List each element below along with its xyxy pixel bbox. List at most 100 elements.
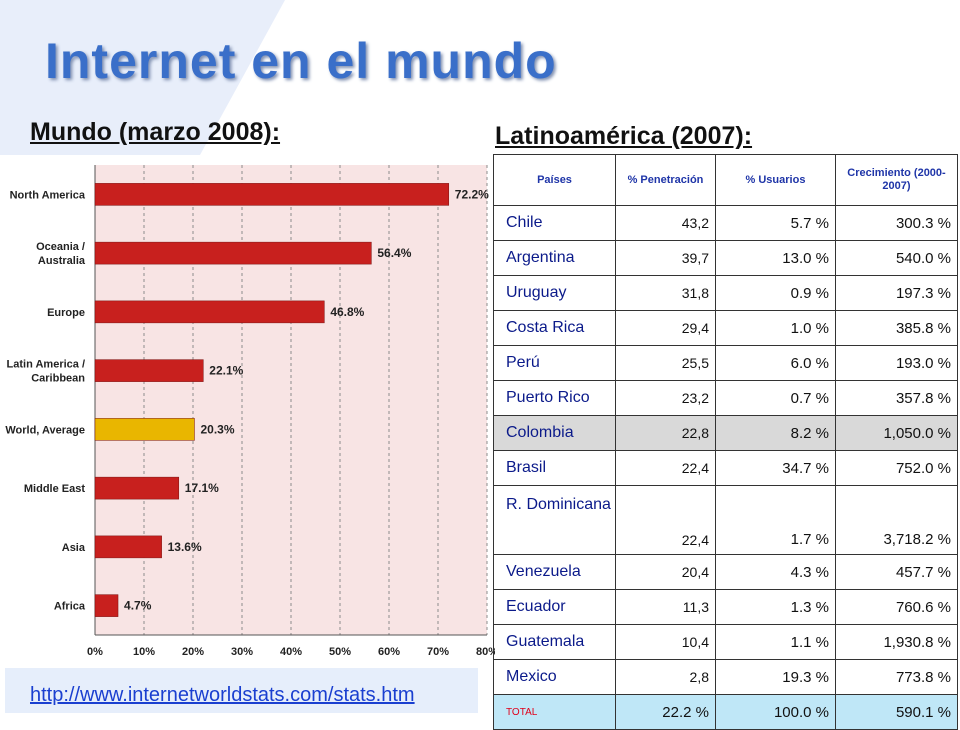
latam-subtitle: Latinoamérica (2007): [495,122,753,150]
growth-cell: 300.3 % [835,205,958,241]
country-cell: Puerto Rico [493,380,616,416]
bar-value-label: 46.8% [330,305,364,319]
country-cell: Perú [493,345,616,381]
y-tick-label: Australia [38,255,86,267]
growth-cell: 1,930.8 % [835,624,958,660]
world-penetration-bar-chart: 0% 10% 20% 30% 40% 50% 60% 70% 80% 72.2% North Ame… [5,165,495,658]
table-row-highlighted: Colombia 22,8 8.2 % 1,050.0 % [493,415,958,451]
table-row-total: TOTAL 22.2 % 100.0 % 590.1 % [493,694,958,730]
latam-table-header: Países % Penetración % Usuarios Crecimie… [493,154,958,206]
table-row: Chile 43,2 5.7 % 300.3 % [493,205,958,241]
growth-cell: 752.0 % [835,450,958,486]
users-cell: 1.7 % [715,485,836,555]
x-tick-label: 10% [133,646,155,658]
country-cell: Mexico [493,659,616,695]
y-tick-label: Asia [62,542,86,554]
table-row: Mexico 2,8 19.3 % 773.8 % [493,659,958,695]
bar-value-label: 20.3% [200,422,234,436]
table-row: Venezuela 20,4 4.3 % 457.7 % [493,554,958,590]
penetration-cell: 22,4 [615,450,716,486]
country-cell: Guatemala [493,624,616,660]
users-cell: 34.7 % [715,450,836,486]
y-tick-label: North America [10,189,86,201]
country-cell: Brasil [493,450,616,486]
total-penetration-cell: 22.2 % [615,694,716,730]
country-cell: Colombia [493,415,616,451]
bar [94,300,325,324]
table-row: Uruguay 31,8 0.9 % 197.3 % [493,275,958,311]
growth-cell: 1,050.0 % [835,415,958,451]
x-tick-label: 40% [280,646,302,658]
users-cell: 0.7 % [715,380,836,416]
x-tick-label: 50% [329,646,351,658]
growth-cell: 540.0 % [835,240,958,276]
total-label-cell: TOTAL [493,694,616,730]
users-cell: 13.0 % [715,240,836,276]
x-tick-label: 30% [231,646,253,658]
penetration-cell: 43,2 [615,205,716,241]
page-title: Internet en el mundo [45,33,557,89]
table-row: Guatemala 10,4 1.1 % 1,930.8 % [493,624,958,660]
penetration-cell: 2,8 [615,659,716,695]
header-penetracion: % Penetración [615,154,716,206]
y-tick-label: Caribbean [31,373,85,385]
users-cell: 1.0 % [715,310,836,346]
source-link[interactable]: http://www.internetworldstats.com/stats.… [30,684,415,706]
x-tick-label: 80% [476,646,495,658]
growth-cell: 760.6 % [835,589,958,625]
country-cell: Venezuela [493,554,616,590]
bar-value-label: 17.1% [185,481,219,495]
users-cell: 6.0 % [715,345,836,381]
x-tick-label: 70% [427,646,449,658]
y-tick-label: Europe [47,307,85,319]
penetration-cell: 11,3 [615,589,716,625]
users-cell: 0.9 % [715,275,836,311]
y-tick-label: Oceania / [36,241,85,253]
growth-cell: 773.8 % [835,659,958,695]
x-tick-label: 0% [87,646,103,658]
bar-value-label: 72.2% [455,187,489,201]
y-tick-label: World, Average [5,424,85,436]
penetration-cell: 23,2 [615,380,716,416]
penetration-cell: 22,4 [615,485,716,555]
bar [94,241,372,265]
users-cell: 4.3 % [715,554,836,590]
source-link-box [5,668,478,713]
bar-value-label: 56.4% [377,246,411,260]
country-cell: Ecuador [493,589,616,625]
bar-value-label: 22.1% [209,364,243,378]
country-cell: Argentina [493,240,616,276]
table-row: Costa Rica 29,4 1.0 % 385.8 % [493,310,958,346]
header-usuarios: % Usuarios [715,154,836,206]
bar [94,535,162,559]
table-row: R. Dominicana 22,4 1.7 % 3,718.2 % [493,485,958,555]
bar [94,359,204,382]
users-cell: 1.1 % [715,624,836,660]
bar [94,418,195,441]
penetration-cell: 22,8 [615,415,716,451]
x-tick-label: 20% [182,646,204,658]
users-cell: 8.2 % [715,415,836,451]
bar [94,594,119,617]
total-users-cell: 100.0 % [715,694,836,730]
users-cell: 5.7 % [715,205,836,241]
y-tick-label: Middle East [24,483,85,495]
country-cell: R. Dominicana [493,485,616,555]
users-cell: 1.3 % [715,589,836,625]
penetration-cell: 29,4 [615,310,716,346]
penetration-cell: 20,4 [615,554,716,590]
country-cell: Costa Rica [493,310,616,346]
world-subtitle: Mundo (marzo 2008): [30,118,281,146]
penetration-cell: 10,4 [615,624,716,660]
users-cell: 19.3 % [715,659,836,695]
y-tick-label: Africa [54,601,86,613]
header-crecimiento: Crecimiento (2000-2007) [835,154,958,206]
table-row: Puerto Rico 23,2 0.7 % 357.8 % [493,380,958,416]
table-row: Ecuador 11,3 1.3 % 760.6 % [493,589,958,625]
total-growth-cell: 590.1 % [835,694,958,730]
bar [94,476,180,500]
penetration-cell: 25,5 [615,345,716,381]
bar-value-label: 4.7% [124,599,152,613]
growth-cell: 3,718.2 % [835,485,958,555]
